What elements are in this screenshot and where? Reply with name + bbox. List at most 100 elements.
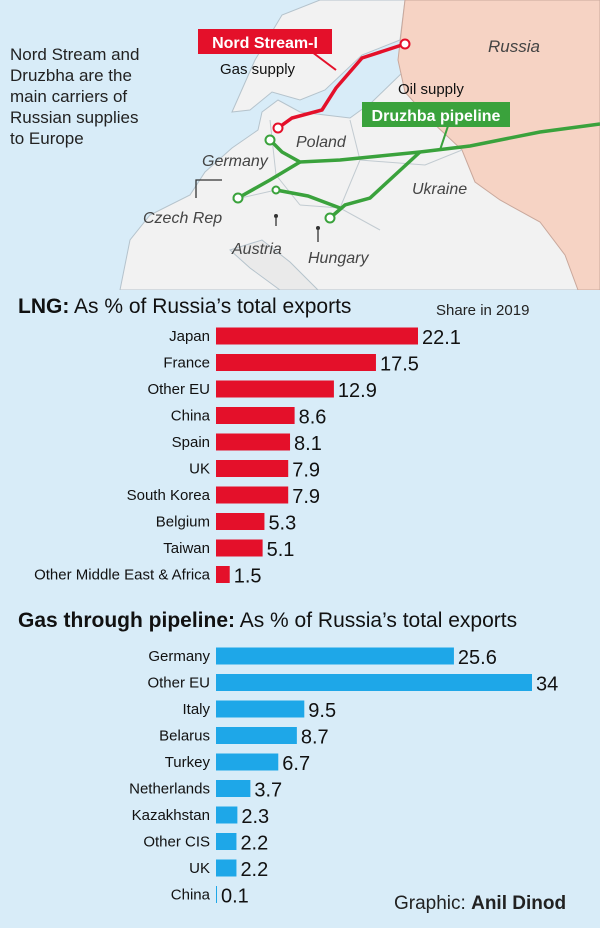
- druzhba-label: Druzhba pipeline: [372, 108, 501, 125]
- lng-bar: [216, 513, 265, 530]
- russia-label: Russia: [488, 37, 540, 56]
- intro-text: Nord Stream and Druzbha are the main car…: [10, 44, 185, 149]
- pipeline-category-label: Belarus: [159, 728, 210, 745]
- pipeline-category-label: Turkey: [165, 754, 211, 771]
- pipeline-value-label: 8.7: [301, 727, 329, 749]
- pipeline-value-label: 2.2: [240, 833, 268, 855]
- pipeline-category-label: Other EU: [147, 675, 210, 692]
- lng-bar: [216, 433, 291, 451]
- pipeline-title-bold: Gas through pipeline:: [18, 609, 236, 632]
- lng-bar: [216, 566, 230, 583]
- country-borders: [231, 119, 463, 231]
- lng-category-label: Other Middle East & Africa: [34, 567, 211, 584]
- druzhba-hungary-end-icon: [324, 212, 336, 224]
- germany-label: Germany: [202, 153, 269, 170]
- lng-category-label: China: [171, 408, 211, 425]
- lng-value-label: 5.3: [268, 513, 296, 535]
- intro-line: Druzbha are the: [10, 66, 132, 85]
- nord-stream-label: Nord Stream-I: [212, 35, 318, 52]
- pipeline-bar: [216, 806, 238, 824]
- hungary-marker-icon: [316, 226, 320, 230]
- hungary-label: Hungary: [308, 250, 369, 267]
- gas-supply-label: Gas supply: [220, 61, 296, 78]
- austria-marker-icon: [274, 214, 278, 218]
- pipeline-value-label: 34: [536, 674, 558, 696]
- nord-stream-start-icon: [399, 38, 411, 50]
- lng-value-label: 8.1: [294, 433, 322, 455]
- ukraine-label: Ukraine: [412, 181, 467, 198]
- poland-label: Poland: [296, 134, 347, 151]
- lng-value-label: 22.1: [422, 327, 461, 349]
- lng-bar-chart: Japan 22.1 France 17.5 Other EU 12.9 China 8.6 S…: [34, 327, 461, 588]
- lng-chart-title: LNG: As % of Russia’s total exports: [18, 295, 351, 319]
- lng-bar: [216, 354, 376, 371]
- lng-value-label: 17.5: [380, 354, 419, 376]
- pipeline-bar: [216, 647, 454, 665]
- lng-bar: [216, 407, 295, 424]
- pipeline-bar: [216, 700, 305, 718]
- pipeline-category-label: Other CIS: [143, 834, 210, 851]
- europe-map: Nord Stream-I Gas supply Oil supply Druz…: [0, 0, 600, 290]
- pipeline-bar: [216, 753, 279, 771]
- pipeline-bar: [216, 886, 217, 903]
- nord-stream-label-box: [198, 29, 332, 54]
- map-leader-lines: [195, 179, 319, 242]
- lng-title-rest: As % of Russia’s total exports: [74, 295, 352, 318]
- nord-stream-end-icon: [272, 122, 284, 134]
- druzhba-germany-end-icon: [264, 134, 276, 146]
- pipeline-bar: [216, 727, 297, 744]
- druzhba-czech-end-icon: [232, 192, 244, 204]
- lng-category-label: Japan: [169, 328, 210, 345]
- lng-bar: [216, 327, 418, 345]
- credit-prefix: Graphic:: [394, 893, 466, 914]
- pipeline-bar: [216, 859, 237, 877]
- pipeline-category-label: Italy: [182, 701, 210, 718]
- lng-title-bold: LNG:: [18, 295, 70, 318]
- pipeline-value-label: 3.7: [254, 780, 282, 802]
- pipeline-category-label: UK: [189, 860, 210, 877]
- austria-label: Austria: [231, 241, 282, 258]
- intro-line: Nord Stream and: [10, 45, 140, 64]
- land-italy: [229, 239, 319, 290]
- lng-bar: [216, 380, 334, 398]
- pipeline-bar: [216, 780, 251, 797]
- lng-bar: [216, 486, 289, 504]
- pipeline-value-label: 0.1: [221, 886, 249, 908]
- pipeline-bar: [216, 833, 237, 850]
- share-label: Share in 2019: [436, 302, 530, 319]
- lng-value-label: 1.5: [234, 566, 262, 588]
- intro-line: main carriers of: [10, 87, 128, 106]
- lng-category-label: UK: [189, 461, 210, 478]
- lng-category-label: Spain: [172, 434, 210, 451]
- lng-value-label: 8.6: [299, 407, 327, 429]
- nord-stream-leader-line: [311, 51, 337, 71]
- lng-category-label: Belgium: [156, 514, 210, 531]
- pipeline-category-label: Kazakhstan: [132, 807, 210, 824]
- lng-bar: [216, 539, 263, 557]
- lng-category-label: Other EU: [147, 381, 210, 398]
- druzhba-mid-end-icon: [271, 185, 281, 195]
- pipeline-value-label: 6.7: [282, 753, 310, 775]
- pipeline-value-label: 25.6: [458, 647, 497, 669]
- pipeline-value-label: 2.3: [241, 806, 269, 828]
- druzhba-pipeline: [237, 122, 600, 220]
- pipeline-bar-chart: Germany 25.6 Other EU 34 Italy 9.5 Belarus 8.7 T…: [129, 647, 558, 908]
- lng-value-label: 5.1: [267, 539, 295, 561]
- pipeline-category-label: Germany: [148, 648, 210, 665]
- druzhba-label-box: [362, 102, 510, 127]
- lng-value-label: 12.9: [338, 380, 377, 402]
- pipeline-value-label: 2.2: [240, 859, 268, 881]
- pipeline-title-rest: As % of Russia’s total exports: [239, 609, 518, 632]
- lng-category-label: Taiwan: [163, 540, 210, 557]
- druzhba-leader-line: [439, 125, 449, 151]
- pipeline-category-label: China: [171, 887, 211, 904]
- czech-label: Czech Rep: [143, 210, 222, 227]
- pipeline-bar: [216, 674, 532, 691]
- credit-name: Anil Dinod: [471, 893, 567, 914]
- intro-line: Russian supplies: [10, 108, 139, 127]
- region-russia: [397, 0, 600, 290]
- oil-supply-label: Oil supply: [398, 81, 464, 98]
- lng-category-label: France: [163, 355, 210, 372]
- lng-bar: [216, 460, 289, 477]
